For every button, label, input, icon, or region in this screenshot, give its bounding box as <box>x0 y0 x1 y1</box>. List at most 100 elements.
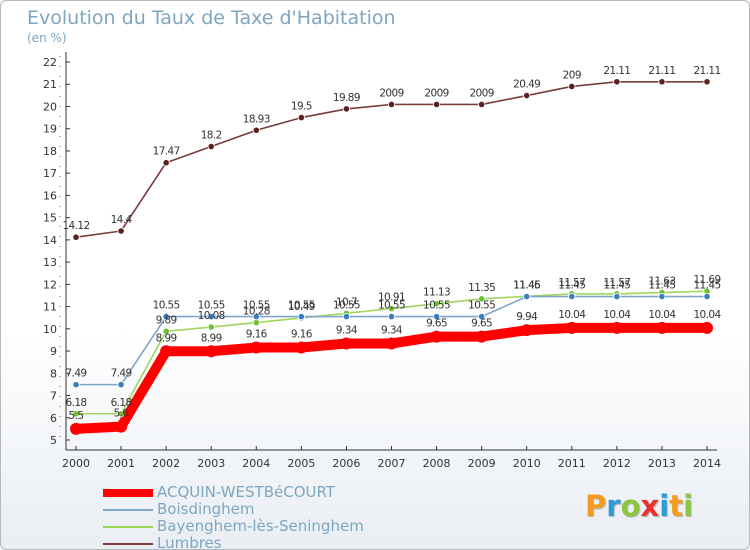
data-point-2 <box>207 323 215 331</box>
logo-letter: P <box>585 489 607 523</box>
data-label-3: 18.93 <box>243 113 270 125</box>
data-point-2 <box>72 410 80 418</box>
y-tick-label: 5 <box>50 434 57 447</box>
logo-letter: r <box>606 489 621 523</box>
data-point-2 <box>432 300 441 308</box>
data-point-3 <box>703 78 711 86</box>
data-label-3: 21.11 <box>693 65 720 77</box>
data-point-1 <box>342 312 351 321</box>
data-label-0: 10.04 <box>693 309 721 321</box>
y-tick-label: 6 <box>50 412 57 425</box>
data-point-0 <box>250 341 263 354</box>
data-label-1: 11.45 <box>603 280 630 292</box>
data-point-0 <box>385 337 398 350</box>
x-tick-label: 2003 <box>197 457 225 470</box>
data-label-1: 7.49 <box>111 368 132 380</box>
data-label-3: 2009 <box>424 87 448 99</box>
data-label-0: 5.5 <box>69 410 84 422</box>
x-tick-label: 2006 <box>332 457 360 470</box>
data-label-0: 9.94 <box>516 311 538 323</box>
data-label-1: 11.45 <box>558 280 585 292</box>
x-tick-label: 2014 <box>693 457 721 470</box>
data-point-1 <box>613 292 621 301</box>
data-point-1 <box>117 381 125 389</box>
y-tick-label: 15 <box>43 212 57 225</box>
data-label-2: 11.57 <box>603 277 630 289</box>
data-point-1 <box>523 292 531 301</box>
x-tick-label: 2005 <box>287 457 315 470</box>
data-label-3: 20.49 <box>513 79 540 91</box>
data-label-1: 10.55 <box>153 300 180 312</box>
data-point-2 <box>117 410 125 418</box>
data-point-3 <box>342 105 351 113</box>
data-point-1 <box>207 312 215 321</box>
data-point-1 <box>478 312 486 321</box>
y-tick-label: 7 <box>50 390 57 403</box>
legend-label: ACQUIN-WESTBéCOURT <box>157 483 335 501</box>
logo-letter: x <box>640 489 660 523</box>
data-point-3 <box>72 233 80 241</box>
data-label-0: 9.16 <box>291 329 313 341</box>
data-point-2 <box>478 295 486 303</box>
data-point-0 <box>565 321 578 334</box>
data-label-0: 9.34 <box>336 324 358 336</box>
data-label-3: 14.12 <box>62 220 89 232</box>
y-tick-label: 21 <box>43 78 57 91</box>
legend-label: Lumbres <box>157 534 222 550</box>
y-tick-label: 10 <box>43 323 57 336</box>
data-label-1: 10.55 <box>288 300 315 312</box>
x-tick-label: 2013 <box>648 457 676 470</box>
y-tick-label: 17 <box>43 167 57 180</box>
data-label-1: 11.45 <box>648 280 675 292</box>
data-label-0: 10.04 <box>648 309 676 321</box>
data-label-2: 10.7 <box>336 296 357 308</box>
data-point-0 <box>430 330 443 343</box>
data-label-0: 10.04 <box>558 309 586 321</box>
x-tick-label: 2009 <box>468 457 496 470</box>
data-label-1: 7.49 <box>66 368 87 380</box>
data-point-0 <box>205 345 218 358</box>
data-label-3: 17.47 <box>153 146 180 158</box>
data-label-1: 10.55 <box>243 300 270 312</box>
legend-label: Bayenghem-lès-Seninghem <box>157 517 364 535</box>
x-tick-label: 2008 <box>423 457 451 470</box>
data-point-0 <box>160 345 173 358</box>
y-tick-label: 12 <box>43 278 57 291</box>
y-tick-label: 14 <box>43 234 57 247</box>
data-point-1 <box>297 312 305 321</box>
data-label-1: 10.55 <box>468 300 495 312</box>
data-label-0: 8.99 <box>201 332 222 344</box>
y-tick-label: 11 <box>43 301 57 314</box>
x-tick-label: 2007 <box>378 457 406 470</box>
data-point-3 <box>387 100 396 109</box>
data-point-1 <box>387 312 396 321</box>
data-point-1 <box>252 312 260 321</box>
x-tick-label: 2001 <box>107 457 135 470</box>
x-tick-label: 2000 <box>62 457 90 470</box>
legend-swatch <box>103 488 153 497</box>
data-point-0 <box>295 341 308 354</box>
y-tick-label: 16 <box>43 189 57 202</box>
data-point-3 <box>297 113 305 122</box>
logo-letter: i <box>659 489 670 523</box>
data-point-2 <box>162 327 170 335</box>
x-tick-label: 2012 <box>603 457 631 470</box>
data-point-0 <box>70 422 82 435</box>
data-label-3: 2009 <box>379 87 403 99</box>
data-label-2: 11.57 <box>558 277 585 289</box>
data-point-1 <box>162 312 170 321</box>
data-label-0: 10.04 <box>603 309 631 321</box>
y-tick-label: 8 <box>50 367 57 380</box>
data-point-0 <box>340 337 353 350</box>
data-label-3: 18.2 <box>201 129 222 141</box>
data-label-0: 9.16 <box>246 329 268 341</box>
data-label-2: 11.35 <box>468 282 495 294</box>
data-label-2: 10.28 <box>243 306 270 318</box>
data-label-0: 9.34 <box>381 324 403 336</box>
data-label-2: 10.91 <box>378 292 405 304</box>
data-point-1 <box>568 292 576 301</box>
data-point-3 <box>432 100 441 109</box>
legend-swatch <box>103 525 153 528</box>
data-label-2: 9.89 <box>156 314 177 326</box>
